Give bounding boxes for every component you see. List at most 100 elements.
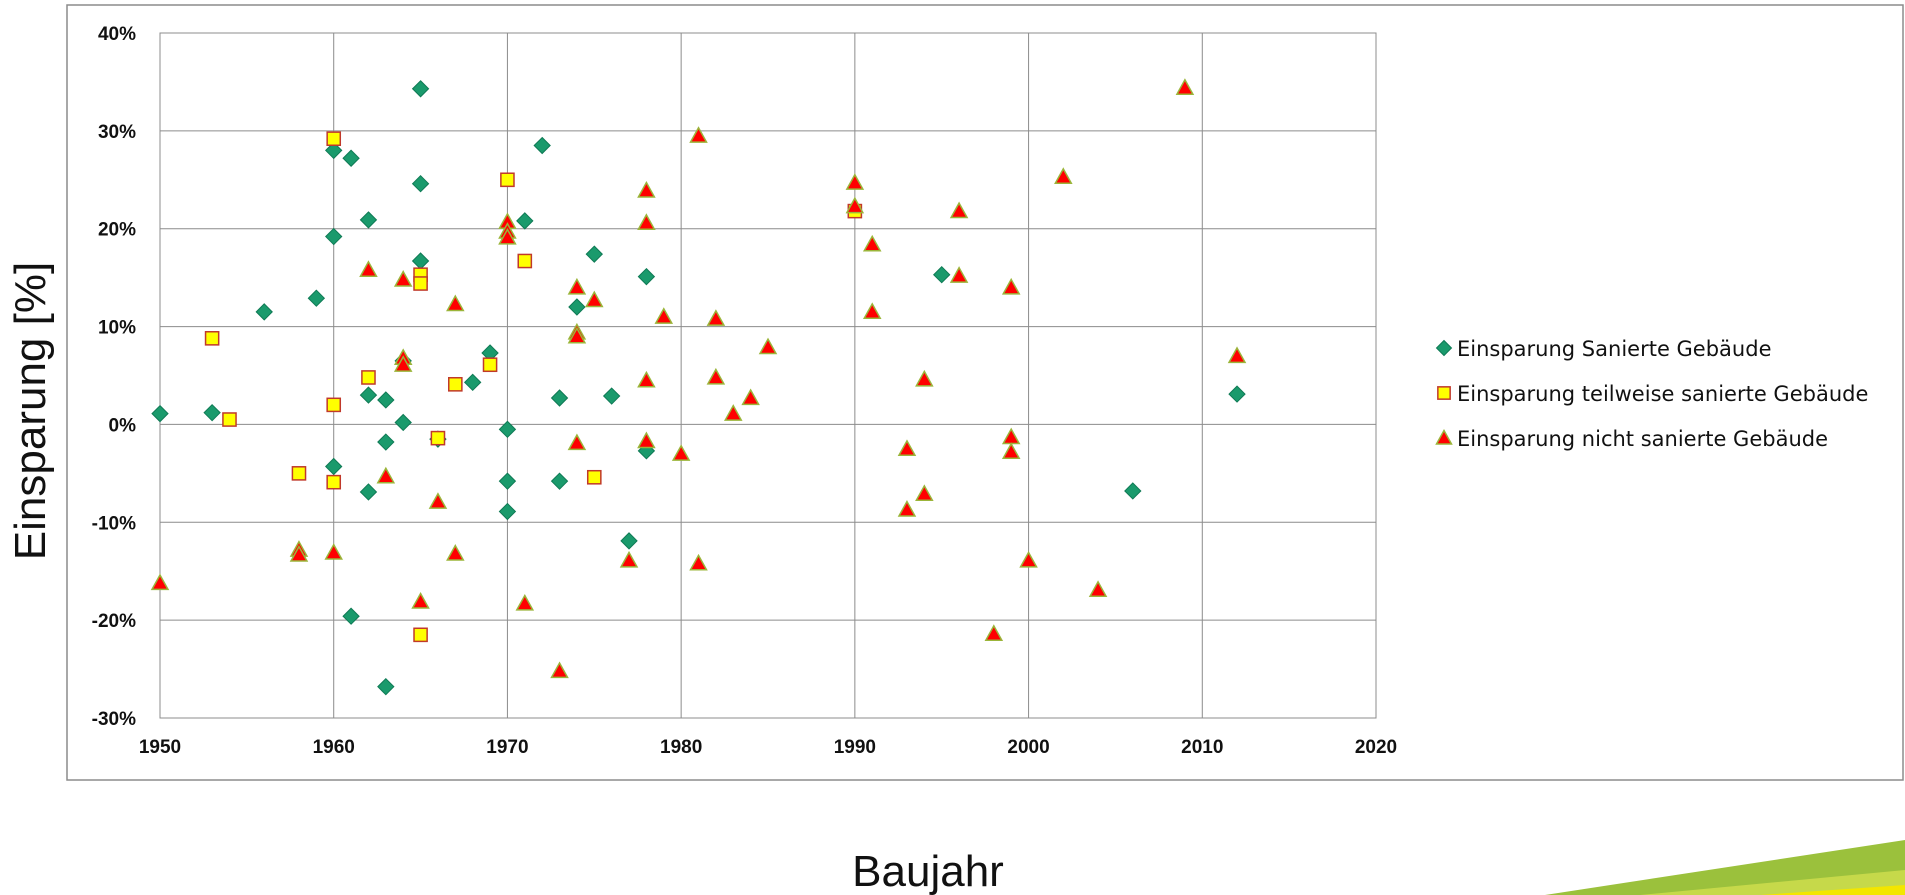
- triangle-point: [862, 302, 882, 320]
- triangle-point: [723, 404, 743, 421]
- triangle-point: [289, 545, 309, 562]
- triangle-point: [637, 213, 656, 230]
- legend-marker-triangle: [1435, 428, 1453, 445]
- y-axis-title: Einsparung [%]: [6, 262, 55, 560]
- diamond-point: [377, 391, 395, 409]
- triangle-point: [498, 227, 517, 245]
- square-point: [222, 412, 237, 427]
- triangle-point: [758, 337, 778, 355]
- triangle-point: [324, 543, 343, 560]
- triangle-point: [359, 260, 378, 277]
- diamond-point: [585, 245, 603, 263]
- diamond-point: [602, 387, 621, 405]
- x-tick-label: 2010: [1181, 737, 1223, 758]
- diamond-point: [359, 386, 378, 404]
- triangle-point: [915, 369, 934, 387]
- triangle-point: [567, 326, 587, 344]
- y-tick-labels: -30% -20% -10% 0% 10% 20% 30% 40%: [92, 24, 136, 730]
- x-tick-label: 1960: [313, 737, 355, 758]
- square-point: [482, 357, 498, 373]
- diamond-point: [394, 413, 412, 432]
- triangle-point: [637, 181, 656, 198]
- y-tick-label: -10%: [92, 513, 136, 534]
- triangle-point: [150, 573, 170, 591]
- diamond-point: [377, 677, 395, 696]
- triangle-point: [393, 355, 413, 372]
- triangle-point: [949, 201, 969, 219]
- x-tick-label: 2000: [1007, 737, 1049, 758]
- diamond-point: [325, 141, 343, 160]
- triangle-point: [550, 661, 569, 679]
- triangle-point: [845, 196, 865, 214]
- decorative-swoosh: [1545, 840, 1905, 895]
- legend-marker-diamond: [1435, 339, 1453, 357]
- triangle-point: [984, 624, 1004, 641]
- diamond-point: [533, 136, 551, 155]
- triangle-point: [706, 309, 726, 326]
- legend-marker-square: [1437, 386, 1451, 400]
- diamond-point: [550, 472, 569, 490]
- y-tick-label: 0%: [109, 415, 137, 436]
- square-point: [586, 469, 602, 485]
- triangle-point: [949, 266, 969, 283]
- triangle-point: [671, 444, 691, 461]
- legend-label: Einsparung nicht sanierte Gebäude: [1457, 427, 1828, 451]
- diamond-point: [516, 212, 534, 230]
- legend-label: Einsparung teilweise sanierte Gebäude: [1457, 382, 1868, 406]
- x-tick-label: 1950: [139, 737, 181, 758]
- y-tick-label: 10%: [98, 318, 136, 339]
- diamond-point: [1228, 385, 1246, 403]
- triangle-point: [619, 550, 639, 568]
- diamond-point: [550, 389, 569, 407]
- diamond-point: [359, 211, 378, 229]
- diamond-point: [203, 403, 221, 422]
- triangle-point: [897, 439, 917, 457]
- y-tick-label: 30%: [98, 122, 136, 143]
- square-point: [326, 397, 342, 413]
- square-point: [204, 331, 220, 346]
- triangle-point: [411, 592, 430, 609]
- triangle-point: [393, 270, 413, 287]
- diamond-point: [342, 149, 360, 167]
- diamond-point: [325, 457, 343, 476]
- diamond-point: [255, 303, 273, 321]
- triangle-point: [845, 173, 865, 190]
- triangle-point: [1054, 167, 1073, 184]
- x-tick-label: 2020: [1355, 737, 1397, 758]
- triangle-point: [689, 553, 708, 571]
- triangle-point: [637, 431, 656, 449]
- square-point: [448, 376, 463, 392]
- square-point: [413, 276, 428, 291]
- square-point: [361, 370, 376, 385]
- triangle-point: [897, 500, 917, 517]
- diamond-point: [342, 607, 360, 625]
- x-tick-label: 1990: [834, 737, 876, 758]
- diamond-point: [620, 532, 638, 550]
- square-point: [326, 131, 342, 146]
- diamond-point: [325, 227, 343, 246]
- diamond-point: [933, 266, 951, 284]
- x-tick-label: 1970: [486, 737, 528, 758]
- diamond-point: [377, 433, 395, 451]
- square-point: [500, 172, 515, 188]
- triangle-point: [1001, 277, 1021, 295]
- x-tick-label: 1980: [660, 737, 702, 758]
- triangle-point: [428, 492, 448, 509]
- y-tick-label: -20%: [92, 611, 136, 632]
- legend-label: Einsparung Sanierte Gebäude: [1457, 337, 1772, 361]
- triangle-point: [689, 126, 708, 143]
- legend: Einsparung Sanierte Gebäude Einsparung te…: [1435, 337, 1868, 451]
- grid-lines: [159, 32, 1377, 719]
- diamond-point: [463, 373, 482, 392]
- triangle-point: [915, 484, 934, 502]
- triangle-point: [446, 294, 465, 312]
- x-axis-title: Baujahr: [852, 847, 1004, 895]
- triangle-point: [637, 370, 656, 388]
- square-point: [430, 430, 446, 446]
- diamond-point: [359, 483, 378, 501]
- diamond-point: [498, 502, 517, 521]
- triangle-point: [706, 367, 726, 385]
- diamond-point: [498, 420, 517, 439]
- triangle-point: [376, 466, 396, 484]
